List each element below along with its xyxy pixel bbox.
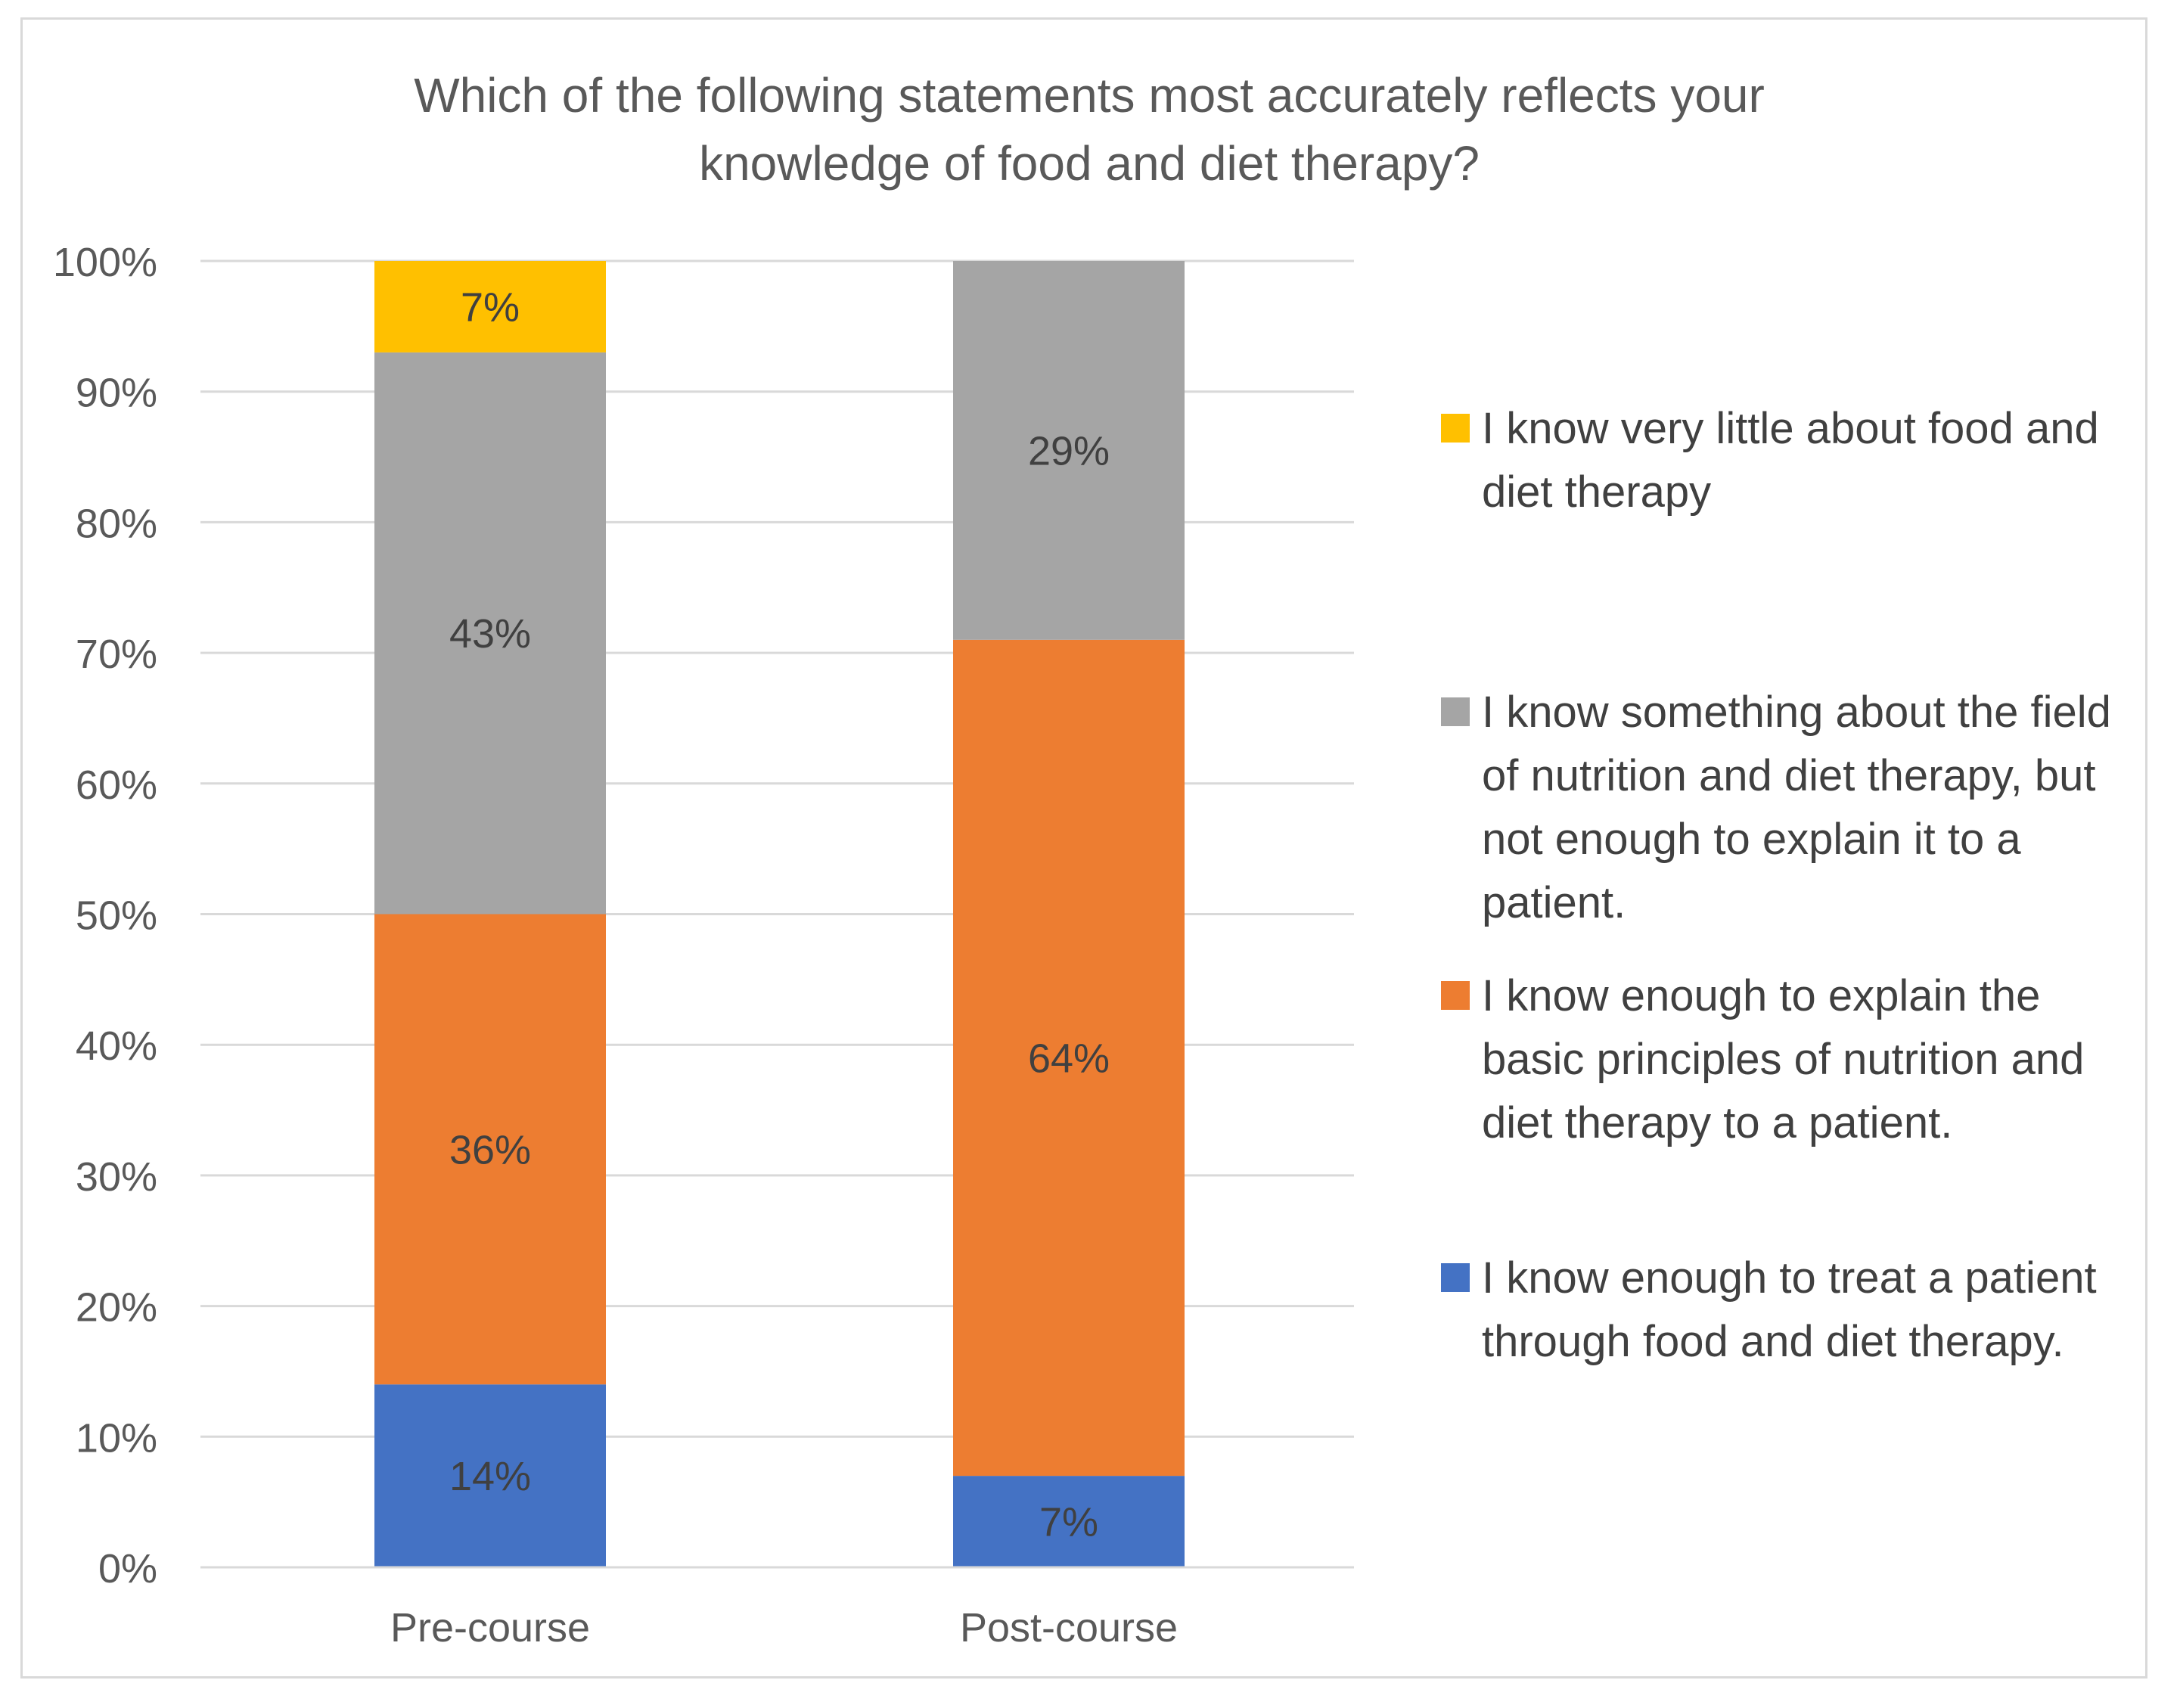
data-label: 36% [449,1127,531,1172]
bar-segment [953,261,1185,640]
x-tick-label: Pre-course [390,1605,590,1651]
chart-title-line-1: Which of the following statements most a… [414,68,1765,123]
legend-label: I know enough to explain the basic princ… [1482,971,2085,1147]
bar-segment [374,261,606,352]
bar-segment [953,639,1185,1477]
legend-item: I know very little about food and diet t… [1441,397,2132,524]
bar-segment [374,914,606,1385]
legend-item: I know something about the field of nutr… [1441,681,2132,935]
legend-swatch [1441,981,1470,1010]
y-tick-label: 40% [76,1023,157,1069]
legend-label: I know very little about food and diet t… [1482,404,2099,517]
data-label: 43% [449,611,531,657]
legend-item: I know enough to explain the basic princ… [1441,964,2132,1155]
y-tick-label: 30% [76,1154,157,1200]
data-label: 64% [1028,1036,1110,1081]
y-tick-label: 0% [98,1546,157,1592]
data-label: 14% [449,1454,531,1499]
x-axis: Pre-course Post-course [200,1566,1354,1651]
legend-swatch [1441,697,1470,726]
y-tick-label: 60% [76,762,157,808]
y-tick-label: 100% [53,240,157,285]
legend-label: I know something about the field of nutr… [1482,688,2111,927]
chart-title-line-2: knowledge of food and diet therapy? [699,136,1480,191]
x-tick-label: Post-course [960,1605,1178,1651]
y-tick-label: 20% [76,1285,157,1331]
bar-segment [374,1384,606,1567]
data-label: 29% [1028,428,1110,474]
data-label: 7% [461,284,520,330]
y-axis: 0% 10% 20% 30% 40% 50% 60% 70% 80% 90% 100% [53,240,157,1592]
legend-swatch [1441,1263,1470,1292]
y-tick-label: 50% [76,893,157,939]
legend-item: I know enough to treat a patient through… [1441,1247,2132,1374]
bar-segment [953,1476,1185,1567]
bar-segment [374,352,606,915]
legend-swatch [1441,414,1470,443]
y-tick-label: 80% [76,501,157,546]
bars: 14% 36% 43% 7% 7% 64% 29% [374,261,1185,1567]
y-tick-label: 90% [76,371,157,416]
y-tick-label: 70% [76,632,157,677]
data-label: 7% [1039,1500,1098,1545]
legend-label: I know enough to treat a patient through… [1482,1253,2097,1366]
y-tick-label: 10% [76,1415,157,1461]
